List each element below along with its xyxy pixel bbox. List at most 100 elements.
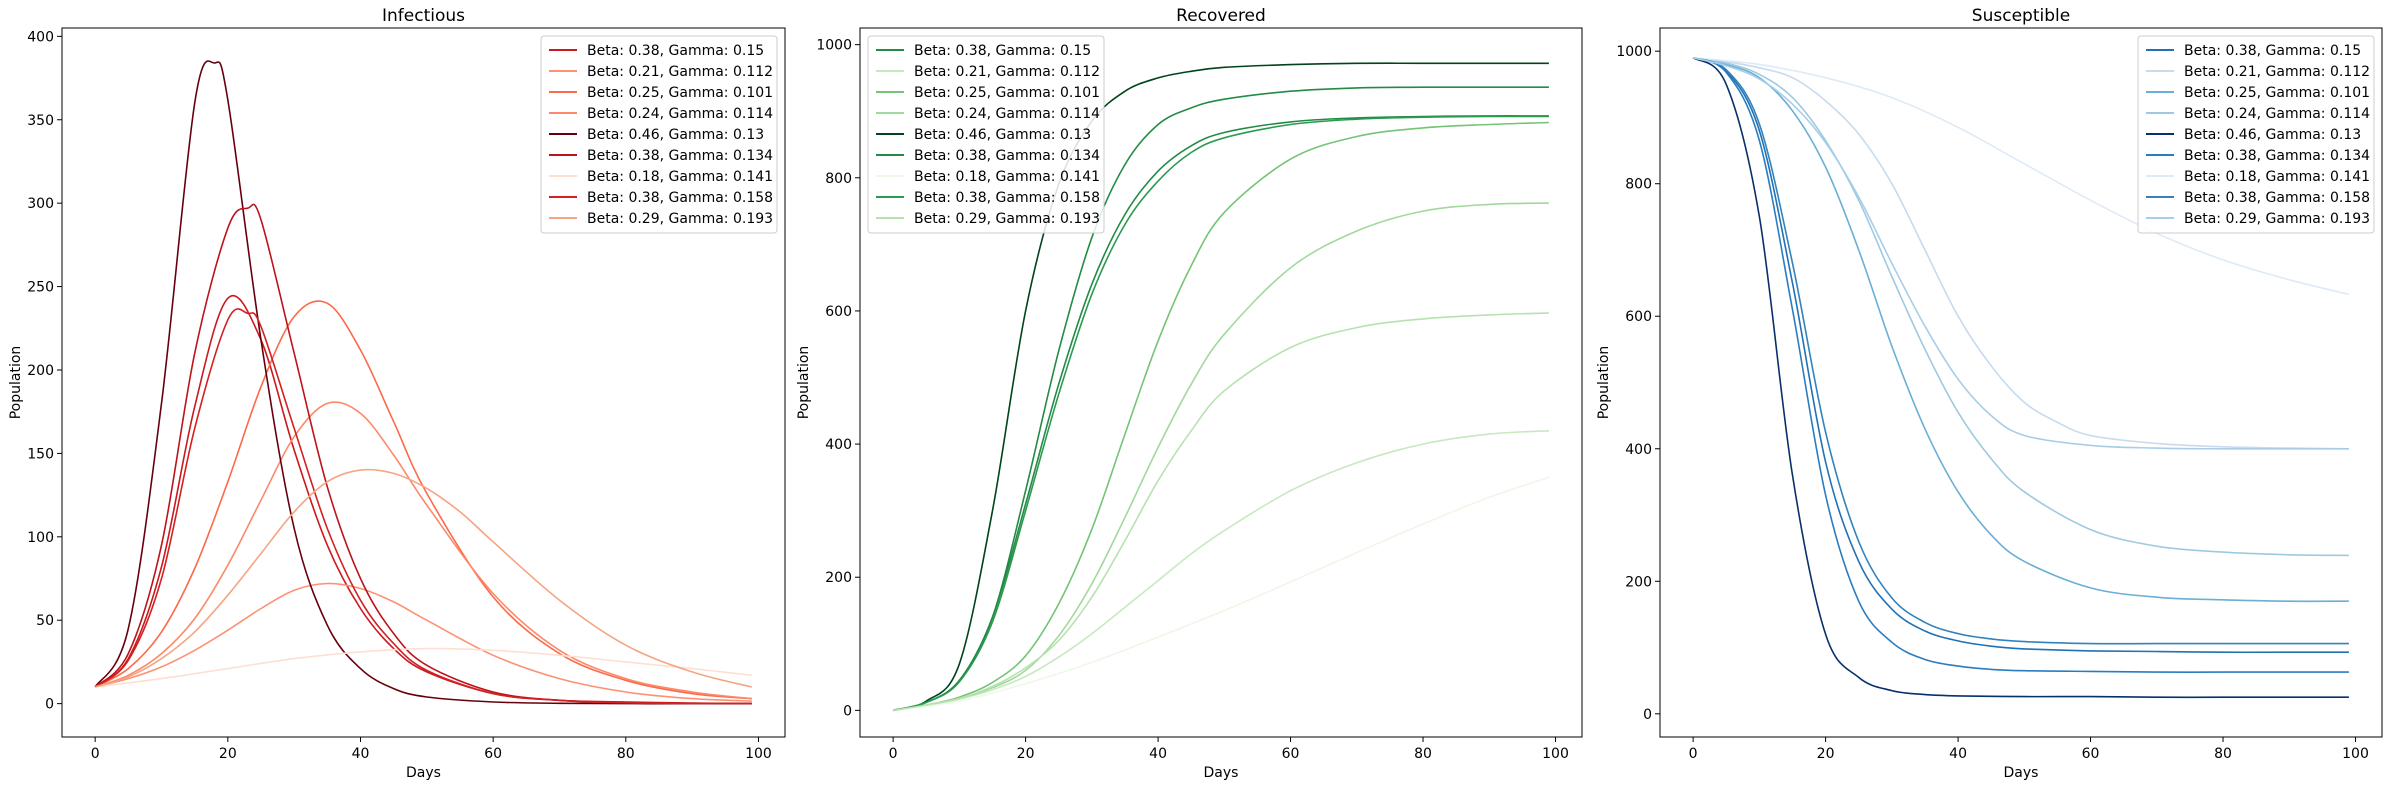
legend-entry-label: Beta: 0.38, Gamma: 0.134 xyxy=(914,148,1100,164)
legend-entry-label: Beta: 0.18, Gamma: 0.141 xyxy=(2184,169,2370,185)
y-tick-label: 250 xyxy=(27,280,54,296)
chart-title: Susceptible xyxy=(1972,6,2070,26)
series-line-6 xyxy=(892,86,1549,712)
series-line-6 xyxy=(94,203,752,705)
y-tick-label: 400 xyxy=(1625,442,1652,458)
series-line-2 xyxy=(95,582,752,702)
legend-entry-label: Beta: 0.18, Gamma: 0.141 xyxy=(914,169,1100,185)
legend-entry-label: Beta: 0.46, Gamma: 0.13 xyxy=(2184,127,2361,143)
x-tick-label: 80 xyxy=(2214,746,2232,762)
x-tick-label: 80 xyxy=(1414,746,1432,762)
y-tick-label: 600 xyxy=(825,304,852,320)
x-tick-label: 0 xyxy=(91,746,100,762)
y-tick-label: 1000 xyxy=(1616,44,1652,60)
x-tick-label: 0 xyxy=(889,746,898,762)
legend-entry-label: Beta: 0.46, Gamma: 0.13 xyxy=(914,127,1091,143)
series-line-9 xyxy=(892,312,1549,712)
x-tick-label: 100 xyxy=(745,746,772,762)
legend-entry-label: Beta: 0.25, Gamma: 0.101 xyxy=(914,85,1100,101)
series-line-3 xyxy=(892,121,1549,712)
y-tick-label: 50 xyxy=(36,613,54,629)
axes-frame xyxy=(859,27,1583,738)
x-tick-label: 20 xyxy=(1817,746,1835,762)
y-tick-label: 100 xyxy=(27,530,54,546)
legend-entry-label: Beta: 0.38, Gamma: 0.134 xyxy=(587,148,773,164)
legend-entry-label: Beta: 0.38, Gamma: 0.158 xyxy=(914,190,1100,206)
y-tick-label: 150 xyxy=(27,446,54,462)
series-line-7 xyxy=(1693,57,2350,296)
series-line-5 xyxy=(94,60,752,705)
series-line-4 xyxy=(94,401,752,700)
legend-box xyxy=(867,35,1105,234)
legend-entry-label: Beta: 0.38, Gamma: 0.15 xyxy=(914,43,1091,59)
series-line-9 xyxy=(1692,57,2349,450)
x-tick-label: 60 xyxy=(1282,746,1300,762)
legend: Beta: 0.38, Gamma: 0.15 Beta: 0.21, Gamma… xyxy=(2137,35,2375,234)
x-tick-label: 20 xyxy=(219,746,237,762)
y-tick-label: 0 xyxy=(843,703,852,719)
series-line-8 xyxy=(94,308,752,705)
series-line-9 xyxy=(94,468,752,688)
legend-entry-label: Beta: 0.21, Gamma: 0.112 xyxy=(2184,64,2370,80)
x-tick-label: 80 xyxy=(617,746,635,762)
legend-entry-label: Beta: 0.24, Gamma: 0.114 xyxy=(2184,106,2370,122)
y-tick-label: 1000 xyxy=(816,38,852,54)
legend-box xyxy=(540,35,778,234)
legend-entry-label: Beta: 0.24, Gamma: 0.114 xyxy=(914,106,1100,122)
y-tick-label: 350 xyxy=(27,113,54,129)
series-line-6 xyxy=(1692,57,2349,673)
y-tick-label: 0 xyxy=(45,697,54,713)
axes-frame xyxy=(61,27,786,738)
series-group xyxy=(892,62,1550,712)
x-tick-label: 40 xyxy=(1949,746,1967,762)
series-line-5 xyxy=(1692,57,2349,699)
legend-entry-label: Beta: 0.46, Gamma: 0.13 xyxy=(587,127,764,143)
chart-panel-susceptible: 0 20 40 60 80 10002004006008001000Susceptible… xyxy=(1596,6,2383,781)
x-tick-label: 0 xyxy=(1689,746,1698,762)
y-tick-label: 400 xyxy=(27,29,54,45)
legend-entry-label: Beta: 0.21, Gamma: 0.112 xyxy=(914,64,1100,80)
x-axis-label: Days xyxy=(1204,765,1239,781)
x-tick-label: 60 xyxy=(484,746,502,762)
x-tick-label: 60 xyxy=(2082,746,2100,762)
chart-title: Infectious xyxy=(382,6,465,26)
y-tick-label: 400 xyxy=(825,437,852,453)
series-line-3 xyxy=(94,300,752,700)
series-group xyxy=(1692,57,2350,699)
series-line-4 xyxy=(892,202,1549,712)
series-line-5 xyxy=(892,62,1549,712)
legend-entry-label: Beta: 0.24, Gamma: 0.114 xyxy=(587,106,773,122)
y-tick-label: 0 xyxy=(1643,707,1652,723)
y-tick-label: 200 xyxy=(825,570,852,586)
series-line-8 xyxy=(892,115,1549,712)
x-tick-label: 20 xyxy=(1017,746,1035,762)
series-line-4 xyxy=(1692,57,2349,557)
series-line-7 xyxy=(95,647,752,688)
legend-entry-label: Beta: 0.38, Gamma: 0.15 xyxy=(2184,43,2361,59)
axes-frame xyxy=(1659,27,2383,738)
y-axis-label: Population xyxy=(796,346,812,420)
chart-title: Recovered xyxy=(1176,6,1266,26)
chart-panel-infectious: 0 20 40 60 80 100 0 50 100 150 200 250 300 350 400 Infe… xyxy=(8,6,786,781)
legend-box xyxy=(2137,35,2375,234)
legend-entry-label: Beta: 0.38, Gamma: 0.158 xyxy=(587,190,773,206)
x-tick-label: 40 xyxy=(352,746,370,762)
legend-entry-label: Beta: 0.38, Gamma: 0.158 xyxy=(2184,190,2370,206)
legend-entry-label: Beta: 0.25, Gamma: 0.101 xyxy=(2184,85,2370,101)
legend-entry-label: Beta: 0.29, Gamma: 0.193 xyxy=(914,211,1100,227)
series-line-3 xyxy=(1692,57,2349,603)
series-line-2 xyxy=(892,430,1549,712)
legend: Beta: 0.38, Gamma: 0.15 Beta: 0.21, Gamma… xyxy=(867,35,1105,234)
legend-entry-label: Beta: 0.29, Gamma: 0.193 xyxy=(587,211,773,227)
x-axis-label: Days xyxy=(2004,765,2039,781)
y-tick-label: 200 xyxy=(27,363,54,379)
series-line-8 xyxy=(1692,57,2349,645)
legend-entry-label: Beta: 0.21, Gamma: 0.112 xyxy=(587,64,773,80)
y-tick-label: 300 xyxy=(27,196,54,212)
legend-entry-label: Beta: 0.38, Gamma: 0.15 xyxy=(587,43,764,59)
chart-panel-recovered: 0 20 40 60 80 10002004006008001000RecoveredDa… xyxy=(796,6,1583,781)
legend-entry-label: Beta: 0.29, Gamma: 0.193 xyxy=(2184,211,2370,227)
x-tick-label: 100 xyxy=(2342,746,2369,762)
x-axis-label: Days xyxy=(406,765,441,781)
